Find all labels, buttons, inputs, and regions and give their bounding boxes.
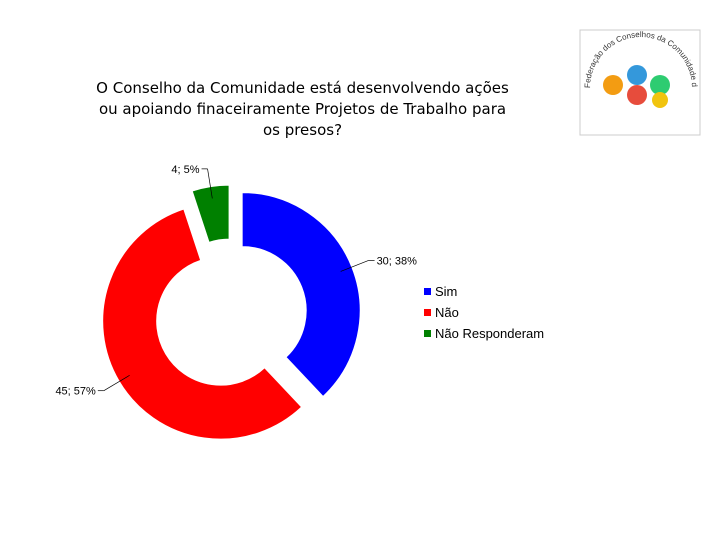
legend-label: Não <box>435 305 459 320</box>
logo-piece <box>650 75 670 95</box>
data-label: 4; 5% <box>171 164 199 176</box>
legend-label: Não Responderam <box>435 326 544 341</box>
title-box: O Conselho da Comunidade está desenvolve… <box>96 79 509 139</box>
logo-piece <box>627 65 647 85</box>
logo-piece <box>627 85 647 105</box>
leader-line <box>340 260 369 272</box>
leader-line <box>207 168 213 199</box>
data-label: 45; 57% <box>55 386 96 398</box>
legend-label: Sim <box>435 284 457 299</box>
legend-swatch <box>424 309 431 316</box>
donut-slice <box>191 184 230 243</box>
legend-swatch <box>424 330 431 337</box>
logo-piece <box>603 75 623 95</box>
donut-slice <box>102 208 303 440</box>
leader-line <box>103 375 130 391</box>
donut-slice <box>241 192 361 398</box>
chart-title: O Conselho da Comunidade está desenvolve… <box>96 79 509 139</box>
logo-piece <box>652 92 668 108</box>
data-label: 30; 38% <box>377 255 418 267</box>
legend-swatch <box>424 288 431 295</box>
